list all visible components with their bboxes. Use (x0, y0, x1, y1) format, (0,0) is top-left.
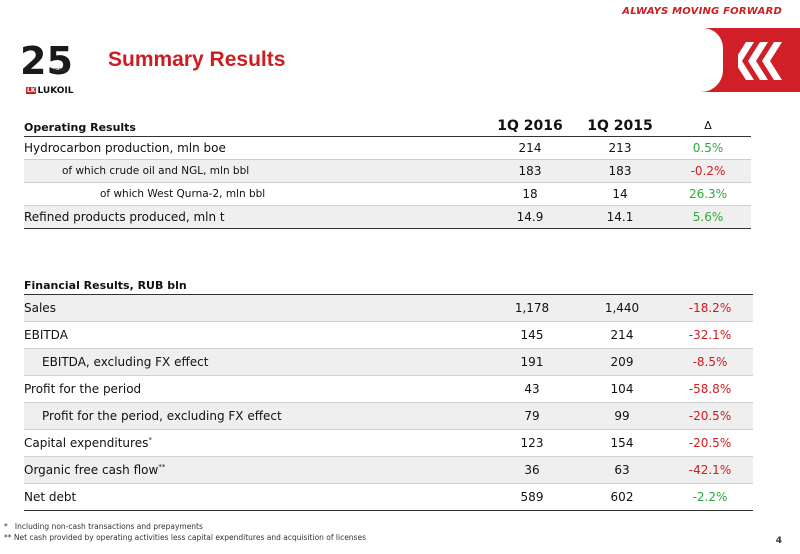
logo-brand-name: LUKOIL (37, 86, 74, 96)
value-delta: -58.8% (667, 375, 753, 403)
value-1q2015: 213 (575, 136, 665, 160)
value-1q2016: 191 (487, 348, 577, 376)
table-row: Refined products produced, mln t 14.9 14… (24, 205, 751, 229)
table-row: Organic free cash flow** 36 63 -42.1% (24, 456, 753, 484)
row-label: EBITDA (24, 321, 487, 349)
row-label: of which crude oil and NGL, mln bbl (24, 159, 485, 183)
table-row: Capital expenditures* 123 154 -20.5% (24, 429, 753, 457)
value-delta: -20.5% (667, 429, 753, 457)
footnote-1: * Including non-cash transactions and pr… (4, 522, 203, 531)
row-label: Profit for the period (24, 375, 487, 403)
value-1q2016: 183 (485, 159, 575, 183)
value-delta: -8.5% (667, 348, 753, 376)
tagline: ALWAYS MOVING FORWARD (622, 6, 782, 17)
value-delta: -18.2% (667, 294, 753, 322)
chevrons-icon (738, 42, 782, 80)
value-1q2016: 43 (487, 375, 577, 403)
logo-years-word: YEARS (52, 68, 69, 74)
value-1q2016: 123 (487, 429, 577, 457)
table-row: EBITDA, excluding FX effect 191 209 -8.5… (24, 348, 753, 376)
row-label: EBITDA, excluding FX effect (24, 348, 487, 376)
value-delta: -42.1% (667, 456, 753, 484)
value-1q2015: 99 (577, 402, 667, 430)
value-1q2015: 154 (577, 429, 667, 457)
financial-section-label: Financial Results, RUB bln (24, 279, 187, 292)
value-delta: -20.5% (667, 402, 753, 430)
value-1q2015: 104 (577, 375, 667, 403)
row-label: Organic free cash flow** (24, 456, 487, 484)
value-1q2015: 209 (577, 348, 667, 376)
value-1q2015: 183 (575, 159, 665, 183)
value-1q2016: 145 (487, 321, 577, 349)
row-label: Hydrocarbon production, mln boe (24, 136, 485, 160)
table-row: of which West Qurna-2, mln bbl 18 14 26.… (24, 182, 751, 206)
table-row: of which crude oil and NGL, mln bbl 183 … (24, 159, 751, 183)
table-row: EBITDA 145 214 -32.1% (24, 321, 753, 349)
page-number: 4 (775, 536, 782, 546)
value-1q2015: 14 (575, 182, 665, 206)
value-1q2016: 589 (487, 483, 577, 511)
value-delta: -0.2% (665, 159, 751, 183)
value-1q2016: 79 (487, 402, 577, 430)
value-1q2015: 63 (577, 456, 667, 484)
operating-results-table: Operating Results 1Q 2016 1Q 2015 Δ Hydr… (24, 110, 751, 229)
logo-brand-box: LK (26, 87, 37, 94)
footnotes: * Including non-cash transactions and pr… (4, 521, 366, 543)
value-1q2016: 36 (487, 456, 577, 484)
row-label: Sales (24, 294, 487, 322)
row-label: Capital expenditures* (24, 429, 487, 457)
lukoil-25-years-logo: 25 YEARS LK LUKOIL (14, 38, 84, 102)
column-header-1q2015: 1Q 2015 (587, 118, 653, 134)
logo-number: 25 (20, 39, 73, 83)
title-banner: Summary Results (92, 28, 800, 92)
value-delta: -32.1% (667, 321, 753, 349)
column-header-delta: Δ (704, 119, 712, 132)
value-delta: 5.6% (665, 205, 751, 229)
value-1q2016: 1,178 (487, 294, 577, 322)
footnote-mark: ** (158, 463, 166, 471)
page-title: Summary Results (108, 48, 286, 71)
value-1q2016: 18 (485, 182, 575, 206)
title-banner-white (92, 28, 723, 92)
value-1q2016: 214 (485, 136, 575, 160)
footnote-mark: * (148, 436, 152, 444)
operating-section-label: Operating Results (24, 121, 136, 134)
financial-header-row: Financial Results, RUB bln (24, 270, 753, 295)
value-1q2015: 1,440 (577, 294, 667, 322)
row-label: Profit for the period, excluding FX effe… (24, 402, 487, 430)
column-header-1q2016: 1Q 2016 (497, 118, 563, 134)
value-delta: 26.3% (665, 182, 751, 206)
table-row: Profit for the period 43 104 -58.8% (24, 375, 753, 403)
value-delta: -2.2% (667, 483, 753, 511)
row-label: Refined products produced, mln t (24, 205, 485, 229)
table-row: Hydrocarbon production, mln boe 214 213 … (24, 136, 751, 160)
logo-brand: LK LUKOIL (26, 86, 74, 96)
table-row: Sales 1,178 1,440 -18.2% (24, 294, 753, 322)
row-label: of which West Qurna-2, mln bbl (24, 182, 485, 206)
value-1q2016: 14.9 (485, 205, 575, 229)
value-1q2015: 14.1 (575, 205, 665, 229)
table-row: Net debt 589 602 -2.2% (24, 483, 753, 511)
table-row: Profit for the period, excluding FX effe… (24, 402, 753, 430)
value-delta: 0.5% (665, 136, 751, 160)
financial-results-table: Financial Results, RUB bln Sales 1,178 1… (24, 270, 753, 511)
value-1q2015: 214 (577, 321, 667, 349)
value-1q2015: 602 (577, 483, 667, 511)
footnote-2: ** Net cash provided by operating activi… (4, 533, 366, 542)
operating-header-row: Operating Results 1Q 2016 1Q 2015 Δ (24, 110, 751, 137)
row-label: Net debt (24, 483, 487, 511)
